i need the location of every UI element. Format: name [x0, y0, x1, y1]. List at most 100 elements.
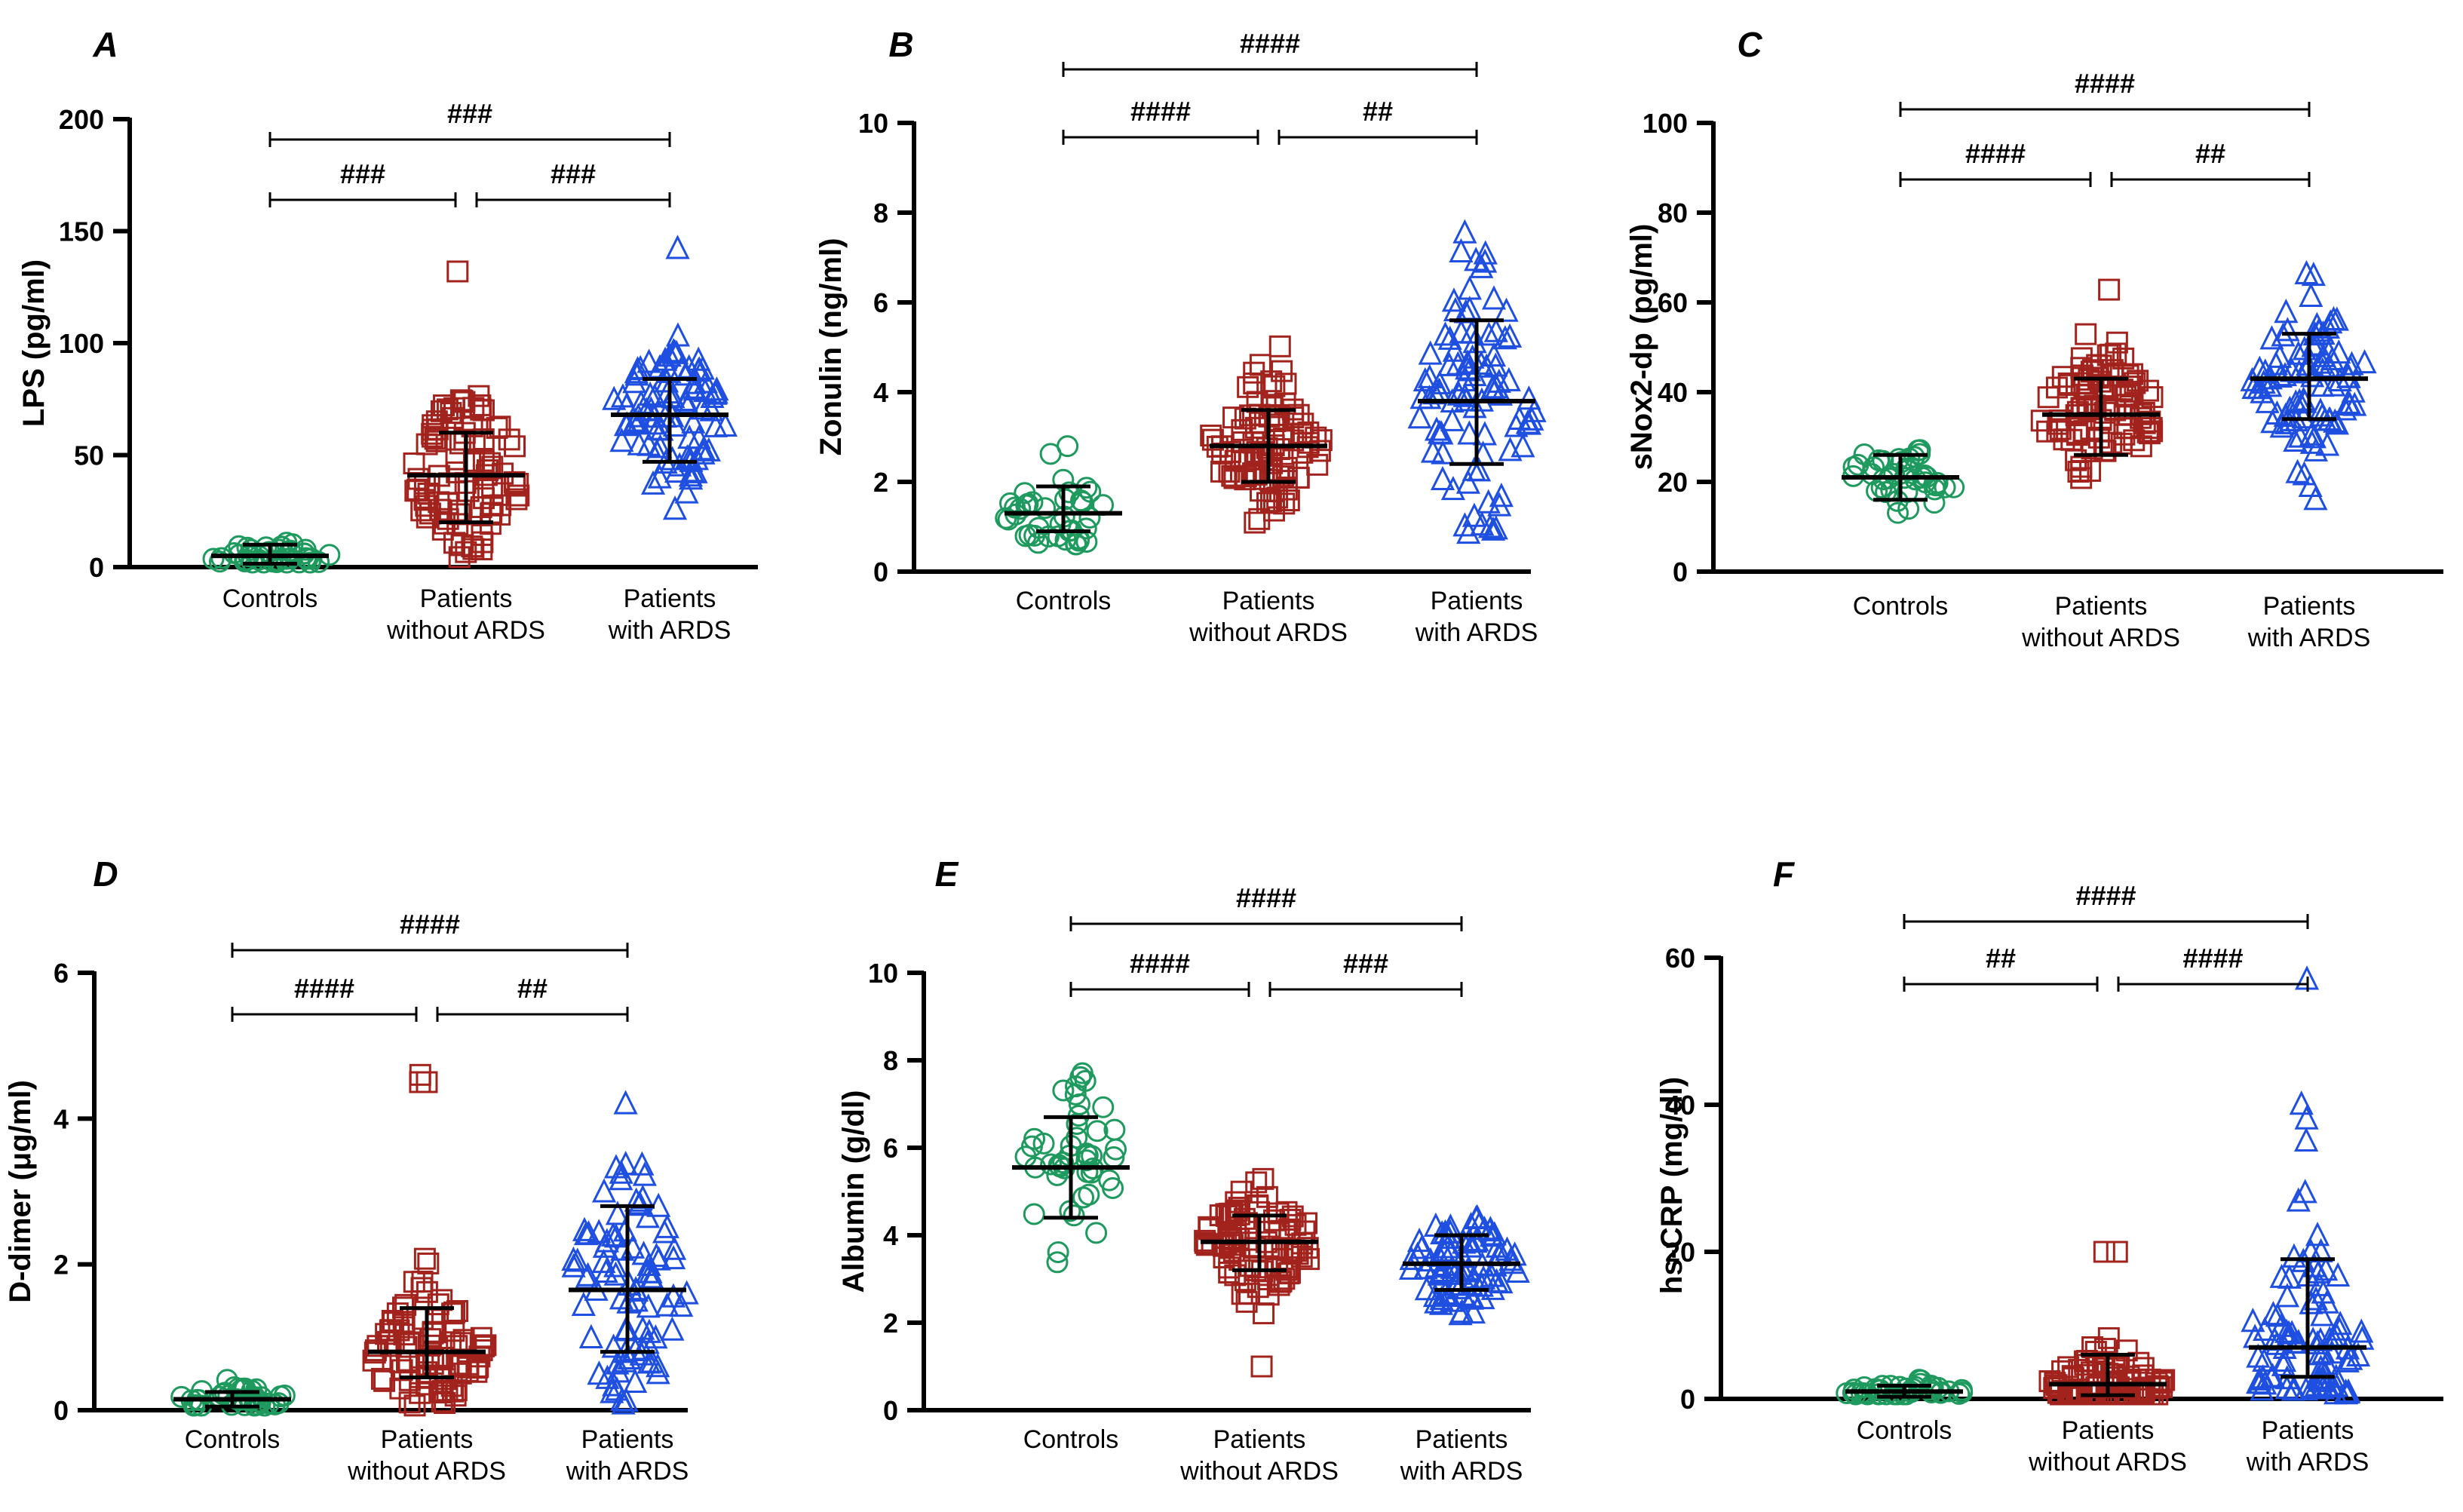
significance-label: ###: [551, 158, 596, 189]
data-point: [1422, 1283, 1448, 1308]
data-point: [660, 446, 685, 471]
y-tick-label: 10: [868, 958, 898, 989]
data-point: [674, 1280, 699, 1305]
data-point: [471, 538, 493, 561]
data-point: [1457, 275, 1482, 300]
category-label: Patients: [624, 584, 716, 613]
data-point: [1418, 340, 1443, 365]
data-point: [640, 470, 666, 495]
category-label: Patients: [1416, 1425, 1508, 1454]
data-point: [2141, 386, 2164, 409]
data-point: [1098, 1169, 1121, 1192]
data-point: [1063, 1204, 1085, 1227]
series-3: [1407, 219, 1547, 544]
data-point: [504, 435, 526, 458]
data-point: [2106, 1241, 2128, 1263]
data-point: [1438, 1219, 1463, 1244]
data-point: [2287, 388, 2312, 413]
category-label: Patients: [381, 1425, 474, 1454]
data-point: [636, 348, 661, 373]
data-point: [2073, 1350, 2096, 1372]
data-point: [1268, 335, 1291, 357]
data-point: [2153, 1369, 2176, 1391]
y-tick-label: 100: [59, 328, 104, 359]
data-point: [1275, 456, 1298, 479]
category-label: Controls: [222, 584, 318, 613]
data-point: [613, 1317, 638, 1342]
data-point: [1231, 419, 1253, 441]
category-label: Patients: [2055, 592, 2148, 621]
series-2: [362, 1063, 497, 1417]
data-point: [300, 547, 323, 570]
data-point: [1455, 349, 1480, 374]
data-point: [1517, 385, 1541, 410]
data-point: [431, 1347, 454, 1369]
series-3: [2240, 259, 2377, 511]
data-point: [413, 1247, 436, 1270]
data-point: [415, 495, 437, 517]
data-point: [2333, 1380, 2359, 1405]
data-point: [409, 1382, 431, 1404]
data-point: [1505, 1258, 1530, 1284]
data-point: [2284, 1330, 2308, 1354]
data-point: [2303, 486, 2328, 511]
data-point: [601, 1333, 626, 1358]
panel-A: A LPS (pg/ml) 0 50 100 150 200 Controls Patients…: [17, 25, 758, 645]
data-point: [429, 1381, 452, 1403]
data-point: [1494, 297, 1519, 322]
panel-letter: F: [1773, 854, 1796, 894]
data-point: [609, 428, 634, 452]
data-point: [628, 354, 653, 379]
data-point: [1431, 440, 1455, 465]
significance-label: ####: [2182, 943, 2243, 974]
data-point: [665, 322, 691, 347]
data-point: [1427, 419, 1452, 444]
data-point: [1066, 1112, 1088, 1135]
data-point: [681, 409, 706, 434]
data-point: [595, 1364, 620, 1389]
significance-label: ####: [1240, 28, 1300, 59]
data-point: [2274, 299, 2299, 324]
data-point: [1075, 517, 1097, 540]
data-point: [418, 1345, 440, 1367]
data-point: [1275, 478, 1298, 501]
data-point: [652, 1219, 677, 1244]
data-point: [1465, 1204, 1489, 1228]
data-point: [2315, 1372, 2340, 1397]
data-point: [629, 1341, 654, 1366]
data-point: [631, 1241, 656, 1265]
data-point: [2051, 1360, 2074, 1382]
data-point: [713, 412, 738, 437]
data-point: [2070, 455, 2093, 478]
data-point: [699, 397, 724, 422]
significance-label: ####: [1130, 948, 1190, 979]
category-label: with ARDS: [1400, 1457, 1523, 1486]
data-point: [587, 1219, 612, 1244]
data-point: [1477, 321, 1501, 346]
data-point: [2127, 370, 2149, 392]
data-point: [657, 342, 682, 367]
data-point: [1257, 1284, 1280, 1306]
y-tick-label: 6: [883, 1133, 898, 1164]
data-point: [1923, 492, 1946, 514]
data-point: [575, 1262, 600, 1287]
data-point: [1424, 1289, 1449, 1314]
data-point: [1078, 1183, 1100, 1206]
data-point: [1023, 1203, 1045, 1225]
data-point: [622, 369, 647, 394]
data-point: [1297, 431, 1320, 454]
data-point: [602, 385, 627, 410]
category-label: with ARDS: [1415, 618, 1538, 647]
data-point: [1023, 1127, 1046, 1150]
category-label: without ARDS: [2028, 1448, 2187, 1477]
series-3: [561, 1090, 699, 1415]
data-point: [1485, 1233, 1510, 1258]
data-point: [457, 480, 480, 502]
y-tick-label: 150: [59, 216, 104, 247]
data-point: [395, 1336, 418, 1358]
data-point: [1452, 382, 1477, 407]
data-point: [234, 550, 256, 572]
category-label: with ARDS: [566, 1457, 689, 1486]
data-point: [2349, 1318, 2374, 1343]
data-point: [1412, 366, 1437, 391]
